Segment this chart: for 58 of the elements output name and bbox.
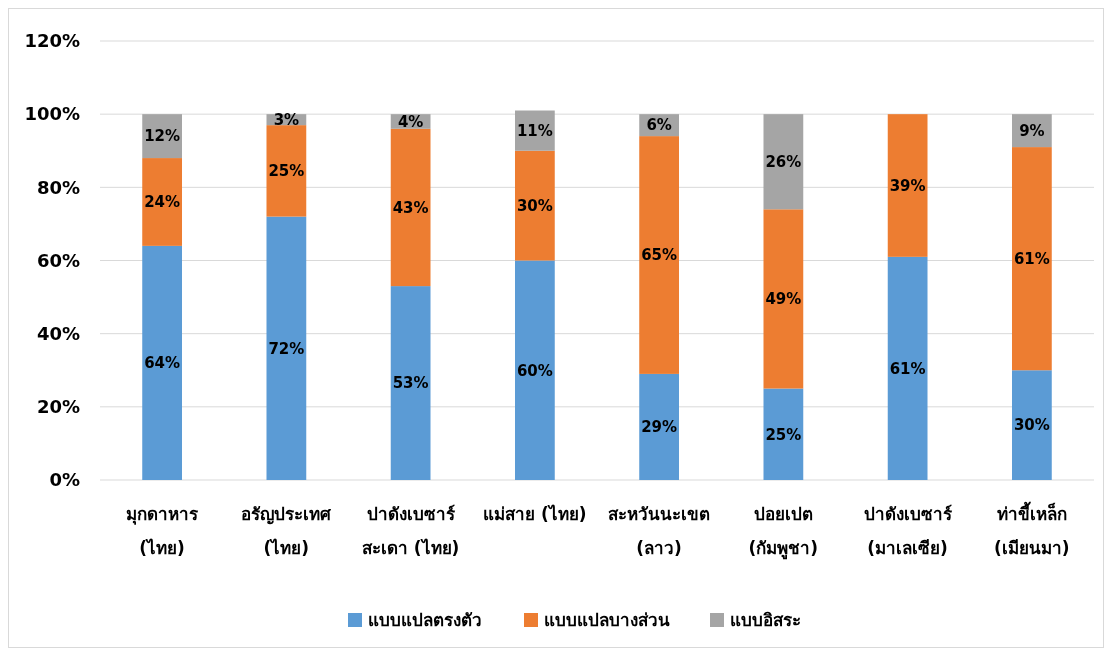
bar xyxy=(142,245,183,480)
data-label: 11% xyxy=(516,121,553,140)
data-label: 65% xyxy=(641,246,678,265)
data-label: 61% xyxy=(1013,249,1050,268)
bar xyxy=(639,136,680,374)
y-tick-label: 20% xyxy=(36,396,80,418)
data-label: 53% xyxy=(392,374,429,393)
bar xyxy=(887,256,928,480)
legend-label: แบบแปลบางส่วน xyxy=(544,609,670,630)
bar xyxy=(515,260,555,480)
bar xyxy=(887,114,928,257)
data-label: 9% xyxy=(1019,121,1045,140)
data-label: 26% xyxy=(765,152,802,171)
bar xyxy=(1011,370,1052,480)
x-tick-label: ปาดังเบซาร์ สะเดา (ไทย) xyxy=(361,504,460,558)
y-tick-label: 60% xyxy=(36,249,80,271)
x-tick-label: สะหวันนะเขต (ลาว) xyxy=(608,504,711,558)
data-label: 49% xyxy=(765,290,802,309)
data-label: 43% xyxy=(392,198,429,217)
bar xyxy=(390,128,431,287)
x-tick-label: ปอยเปต (กัมพูชา) xyxy=(748,504,819,560)
data-label: 61% xyxy=(889,359,926,378)
data-label: 12% xyxy=(144,127,181,146)
bar xyxy=(266,216,307,480)
x-tick-label: ปาดังเบซาร์ (มาเลเซีย) xyxy=(863,504,953,558)
x-tick-label: แม่สาย (ไทย) xyxy=(483,504,587,524)
data-label: 25% xyxy=(268,162,305,181)
data-label: 24% xyxy=(144,193,181,212)
y-tick-label: 100% xyxy=(24,103,80,125)
legend-label: แบบแปลตรงตัว xyxy=(368,609,482,630)
bar xyxy=(763,209,804,389)
bar xyxy=(763,114,804,210)
x-tick-label: ท่าขี้เหล็ก (เมียนมา) xyxy=(994,501,1070,558)
data-label: 6% xyxy=(646,116,672,135)
bar xyxy=(1011,147,1052,371)
legend-label: แบบอิสระ xyxy=(730,609,801,630)
bar xyxy=(639,373,680,480)
data-label: 25% xyxy=(765,425,802,444)
y-tick-label: 80% xyxy=(36,176,80,198)
data-label: 3% xyxy=(273,110,300,129)
y-tick-label: 120% xyxy=(24,30,80,52)
bar xyxy=(266,125,307,217)
x-tick-label: มุกดาหาร (ไทย) xyxy=(126,504,200,558)
y-tick-label: 40% xyxy=(36,322,80,344)
bar xyxy=(142,158,183,246)
data-label: 4% xyxy=(397,112,424,131)
data-label: 64% xyxy=(144,354,181,373)
data-label: 72% xyxy=(268,339,305,358)
data-label: 30% xyxy=(516,196,553,215)
bar xyxy=(515,150,555,261)
bar xyxy=(390,286,431,480)
y-tick-label: 0% xyxy=(49,469,80,491)
x-tick-label: อรัญประเทศ (ไทย) xyxy=(241,504,333,558)
data-label: 30% xyxy=(1013,416,1050,435)
data-label: 39% xyxy=(889,176,926,195)
bar xyxy=(763,388,804,480)
data-label: 60% xyxy=(516,361,553,380)
data-label: 29% xyxy=(641,418,678,437)
